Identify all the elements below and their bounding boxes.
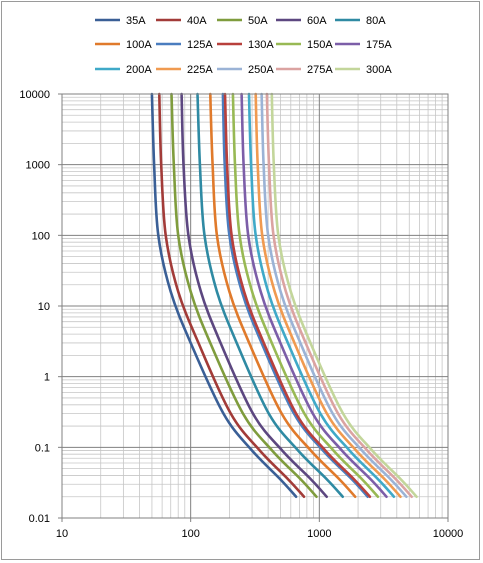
series-line-275A bbox=[265, 92, 413, 498]
x-tick-label: 10000 bbox=[433, 528, 464, 540]
legend-label: 125A bbox=[187, 39, 213, 51]
legend-label: 40A bbox=[187, 15, 207, 27]
series-line-35A bbox=[150, 92, 298, 498]
x-tick-label: 1000 bbox=[307, 528, 331, 540]
y-tick-label: 0.01 bbox=[29, 513, 50, 525]
x-tick-label: 10 bbox=[56, 528, 68, 540]
series-line-130A bbox=[223, 92, 372, 498]
y-tick-label: 100 bbox=[32, 230, 50, 242]
legend-label: 130A bbox=[248, 39, 274, 51]
series-line-125A bbox=[221, 92, 369, 498]
legend-label: 80A bbox=[366, 15, 386, 27]
series-line-200A bbox=[247, 92, 396, 498]
legend-label: 50A bbox=[248, 15, 268, 27]
legend-label: 35A bbox=[126, 15, 146, 27]
legend-label: 200A bbox=[126, 64, 152, 76]
legend-label: 100A bbox=[126, 39, 152, 51]
legend-label: 250A bbox=[248, 64, 274, 76]
legend: 35A 40A 50A 60A 80A 100A 125A 130A 150A 175A 200A 2… bbox=[95, 15, 392, 76]
series-line-175A bbox=[240, 92, 388, 498]
legend-label: 175A bbox=[366, 39, 392, 51]
legend-label: 300A bbox=[366, 64, 392, 76]
legend-label: 150A bbox=[307, 39, 333, 51]
series-line-60A bbox=[180, 92, 328, 498]
series-line-80A bbox=[196, 92, 344, 498]
y-tick-label: 1 bbox=[44, 372, 50, 384]
y-tick-label: 10 bbox=[38, 301, 50, 313]
y-tick-label: 1000 bbox=[26, 160, 50, 172]
series-line-50A bbox=[170, 92, 318, 498]
series-line-100A bbox=[209, 92, 357, 498]
series-line-225A bbox=[254, 92, 402, 498]
y-tick-label: 0.1 bbox=[35, 442, 50, 454]
series-line-300A bbox=[270, 92, 418, 498]
legend-label: 60A bbox=[307, 15, 327, 27]
tick-labels: 10 100 1000 10000 0.01 0.1 1 10 100 1000 10000 bbox=[19, 89, 463, 540]
axes bbox=[58, 93, 449, 522]
legend-label: 225A bbox=[187, 64, 213, 76]
series-layer bbox=[150, 92, 418, 498]
series-line-40A bbox=[158, 92, 306, 498]
legend-label: 275A bbox=[307, 64, 333, 76]
y-tick-label: 10000 bbox=[19, 89, 50, 101]
series-line-150A bbox=[231, 92, 380, 498]
series-line-250A bbox=[260, 92, 408, 498]
x-tick-label: 100 bbox=[181, 528, 199, 540]
